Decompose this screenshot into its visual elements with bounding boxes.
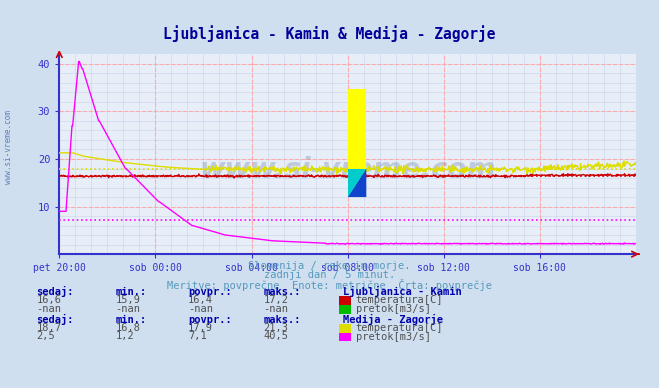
Text: 16,8: 16,8: [115, 323, 140, 333]
Text: 16,6: 16,6: [36, 295, 61, 305]
Text: 21,3: 21,3: [264, 323, 289, 333]
Text: 18,7: 18,7: [36, 323, 61, 333]
Text: -nan: -nan: [36, 303, 61, 314]
Text: sedaj:: sedaj:: [36, 286, 74, 297]
Text: 1,2: 1,2: [115, 331, 134, 341]
Text: Meritve: povprečne  Enote: metrične  Črta: povprečje: Meritve: povprečne Enote: metrične Črta:…: [167, 279, 492, 291]
Polygon shape: [348, 168, 366, 197]
Text: 17,9: 17,9: [188, 323, 213, 333]
Bar: [348, 88, 366, 168]
Text: 16,4: 16,4: [188, 295, 213, 305]
Text: -nan: -nan: [115, 303, 140, 314]
Text: pretok[m3/s]: pretok[m3/s]: [356, 331, 431, 341]
Text: Ljubljanica - Kamin & Medija - Zagorje: Ljubljanica - Kamin & Medija - Zagorje: [163, 25, 496, 42]
Text: 7,1: 7,1: [188, 331, 206, 341]
Text: www.si-vreme.com: www.si-vreme.com: [4, 111, 13, 184]
Text: pretok[m3/s]: pretok[m3/s]: [356, 303, 431, 314]
Text: Medija - Zagorje: Medija - Zagorje: [343, 314, 443, 325]
Text: 17,2: 17,2: [264, 295, 289, 305]
Text: povpr.:: povpr.:: [188, 315, 231, 325]
Text: maks.:: maks.:: [264, 315, 301, 325]
Text: -nan: -nan: [264, 303, 289, 314]
Text: zadnji dan / 5 minut.: zadnji dan / 5 minut.: [264, 270, 395, 280]
Text: povpr.:: povpr.:: [188, 287, 231, 297]
Text: sedaj:: sedaj:: [36, 314, 74, 325]
Text: 40,5: 40,5: [264, 331, 289, 341]
Text: maks.:: maks.:: [264, 287, 301, 297]
Text: temperatura[C]: temperatura[C]: [356, 323, 444, 333]
Text: -nan: -nan: [188, 303, 213, 314]
Text: Slovenija / reke in morje.: Slovenija / reke in morje.: [248, 261, 411, 271]
Text: temperatura[C]: temperatura[C]: [356, 295, 444, 305]
Polygon shape: [348, 168, 366, 197]
Text: Ljubljanica - Kamin: Ljubljanica - Kamin: [343, 286, 461, 297]
Text: min.:: min.:: [115, 315, 146, 325]
Text: 2,5: 2,5: [36, 331, 55, 341]
Text: www.si-vreme.com: www.si-vreme.com: [200, 156, 496, 184]
Text: min.:: min.:: [115, 287, 146, 297]
Text: 15,9: 15,9: [115, 295, 140, 305]
